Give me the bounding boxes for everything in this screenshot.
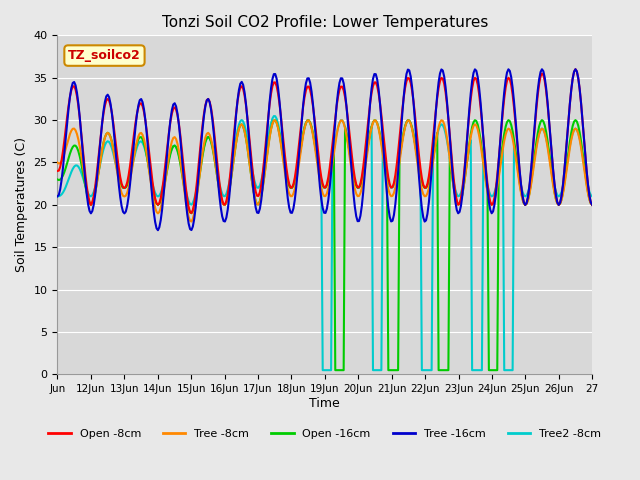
Legend: Open -8cm, Tree -8cm, Open -16cm, Tree -16cm, Tree2 -8cm: Open -8cm, Tree -8cm, Open -16cm, Tree -… [44, 424, 605, 444]
Text: TZ_soilco2: TZ_soilco2 [68, 49, 141, 62]
X-axis label: Time: Time [309, 397, 340, 410]
Title: Tonzi Soil CO2 Profile: Lower Temperatures: Tonzi Soil CO2 Profile: Lower Temperatur… [162, 15, 488, 30]
Y-axis label: Soil Temperatures (C): Soil Temperatures (C) [15, 137, 28, 272]
